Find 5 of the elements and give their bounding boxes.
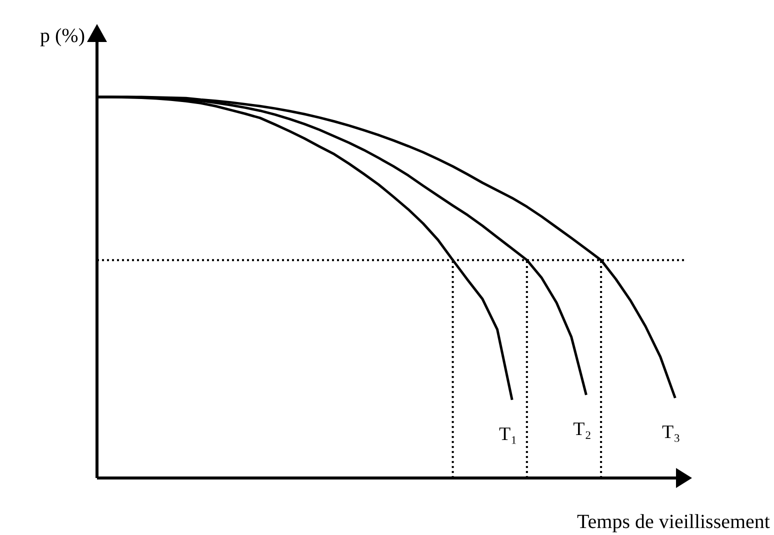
series-label: T₃ <box>662 422 680 443</box>
series-label: T₁ <box>498 424 518 445</box>
series-label: T₂ <box>573 418 592 440</box>
x-axis-title: Temps de vieillissement <box>576 511 770 533</box>
y-axis-title: p (%) <box>40 25 85 47</box>
